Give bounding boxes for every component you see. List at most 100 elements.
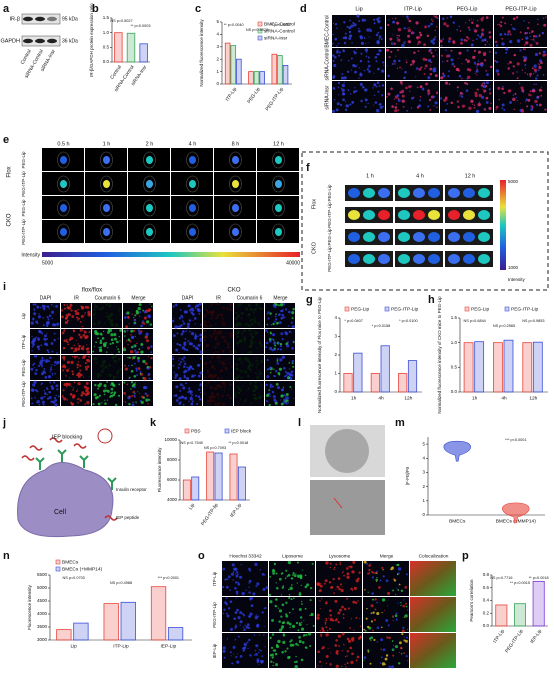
y-tick-label: 2 bbox=[422, 484, 425, 489]
cell-signal bbox=[472, 55, 476, 60]
cell-signal bbox=[397, 27, 402, 32]
cell-signal bbox=[84, 361, 87, 365]
cell-signal bbox=[86, 401, 90, 405]
cell-signal bbox=[128, 318, 130, 320]
cell-signal bbox=[134, 349, 137, 352]
cell-signal bbox=[457, 105, 460, 109]
x-tick-label: PEG-ITP-Lip bbox=[264, 86, 285, 112]
mouse-head bbox=[229, 199, 242, 217]
cell-signal bbox=[212, 375, 216, 379]
y-tick-label: 2 bbox=[334, 352, 337, 357]
cell-signal bbox=[43, 359, 46, 362]
cell-signal bbox=[544, 108, 547, 111]
cell-signal bbox=[320, 665, 322, 667]
cell-signal bbox=[215, 332, 218, 335]
cell-signal bbox=[72, 394, 76, 398]
x-tick-label: PEG-Lip bbox=[246, 86, 262, 105]
cell-signal bbox=[527, 98, 531, 102]
cell-signal bbox=[296, 574, 301, 578]
cell-signal bbox=[286, 621, 290, 625]
cell-signal bbox=[280, 388, 284, 392]
cell-signal bbox=[254, 307, 257, 311]
cell-signal bbox=[234, 627, 236, 630]
cell-signal bbox=[364, 48, 369, 52]
cell-signal bbox=[45, 321, 50, 326]
cell-signal bbox=[467, 37, 470, 40]
cell-signal bbox=[273, 375, 276, 378]
cell-signal bbox=[73, 344, 76, 347]
cell-signal bbox=[237, 304, 240, 307]
brain bbox=[398, 188, 410, 198]
cell-signal bbox=[53, 381, 56, 384]
cell-signal bbox=[374, 55, 378, 59]
cell-signal bbox=[394, 614, 398, 618]
cell-signal bbox=[236, 592, 239, 595]
annotation: NS p=0.8978 bbox=[246, 28, 268, 32]
cell-signal bbox=[483, 59, 487, 62]
cell-signal bbox=[249, 344, 253, 348]
cell-signal bbox=[32, 383, 36, 387]
cell-signal bbox=[123, 381, 126, 384]
cell-signal bbox=[229, 334, 234, 338]
annotation: NS p=0.7545 bbox=[181, 441, 203, 445]
cell-signal bbox=[305, 633, 308, 636]
cell-signal bbox=[456, 28, 459, 31]
cell-signal bbox=[124, 367, 128, 371]
cell-signal bbox=[237, 385, 239, 388]
cell-signal bbox=[31, 402, 34, 405]
cell-signal bbox=[127, 338, 131, 342]
cell-signal bbox=[280, 402, 284, 406]
cell-signal bbox=[432, 37, 436, 41]
bar bbox=[150, 586, 167, 641]
cell-signal bbox=[222, 366, 225, 368]
cell-signal bbox=[495, 105, 499, 109]
cell-signal bbox=[281, 650, 284, 654]
cell-signal bbox=[339, 563, 342, 566]
label: GAPDH bbox=[0, 38, 20, 44]
cell-signal bbox=[258, 393, 260, 395]
cell-signal bbox=[337, 611, 341, 615]
cell-signal bbox=[101, 402, 103, 404]
cell-signal bbox=[42, 324, 45, 327]
cell-signal bbox=[56, 360, 60, 365]
cell-signal bbox=[525, 101, 527, 103]
cell-signal bbox=[440, 54, 444, 57]
label: IR bbox=[216, 295, 221, 301]
signal bbox=[275, 228, 282, 236]
cell-signal bbox=[285, 392, 289, 396]
cell-signal bbox=[415, 76, 417, 78]
cell-signal bbox=[262, 394, 264, 397]
bar bbox=[214, 452, 223, 501]
cell-signal bbox=[281, 625, 285, 629]
legend-label: PEG-Lip bbox=[351, 306, 369, 312]
cell-signal bbox=[368, 70, 371, 73]
cell-signal bbox=[372, 611, 375, 614]
cell-signal bbox=[223, 656, 226, 659]
legend-label: BMECs bbox=[62, 559, 79, 565]
cell-signal bbox=[503, 108, 506, 111]
cell-signal bbox=[335, 639, 338, 642]
cell-signal bbox=[103, 393, 106, 396]
cell-signal bbox=[236, 330, 240, 334]
cell-signal bbox=[99, 348, 103, 351]
cell-signal bbox=[249, 350, 253, 354]
cell-signal bbox=[319, 589, 322, 592]
cell-signal bbox=[378, 586, 381, 589]
cell-signal bbox=[33, 362, 36, 365]
cell-signal bbox=[206, 382, 208, 384]
micrograph bbox=[386, 15, 439, 47]
cell-signal bbox=[471, 21, 474, 24]
cell-signal bbox=[235, 655, 238, 659]
cell-signal bbox=[220, 361, 224, 365]
cell-signal bbox=[278, 321, 282, 325]
cell-signal bbox=[530, 108, 534, 111]
cell-signal bbox=[253, 320, 257, 324]
cell-signal bbox=[385, 654, 389, 657]
cell-signal bbox=[241, 612, 244, 616]
cell-signal bbox=[211, 356, 213, 358]
cell-signal bbox=[376, 611, 380, 616]
cell-signal bbox=[249, 307, 253, 311]
bar bbox=[353, 352, 363, 393]
cell-signal bbox=[232, 570, 235, 573]
cell-signal bbox=[374, 608, 377, 611]
